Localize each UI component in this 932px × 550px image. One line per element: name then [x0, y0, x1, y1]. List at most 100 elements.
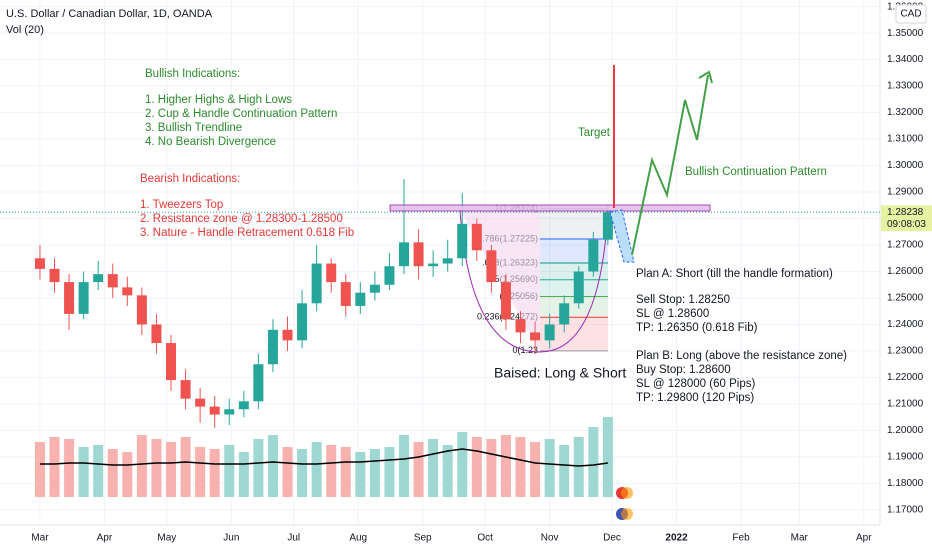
y-tick-label: 1.18000: [887, 478, 924, 489]
volume-bar: [282, 447, 293, 497]
bullish-item: 3. Bullish Trendline: [145, 122, 242, 134]
plan-b-line: Buy Stop: 1.28600: [636, 364, 731, 376]
candle-body: [326, 263, 337, 283]
candle-body: [486, 250, 497, 283]
x-tick-label: Feb: [732, 533, 750, 544]
volume-bar: [544, 439, 555, 497]
volume-bar: [369, 449, 380, 497]
volume-bar: [486, 439, 497, 497]
y-tick-label: 1.24000: [887, 319, 924, 330]
volume-bar: [500, 435, 511, 497]
candle-body: [442, 258, 453, 264]
candle-body: [573, 271, 584, 304]
volume-bar: [602, 417, 613, 497]
y-tick-label: 1.33000: [887, 81, 924, 92]
volume-bar: [326, 445, 337, 497]
volume-bar: [457, 432, 468, 497]
volume-bar: [355, 452, 366, 497]
volume-pane: [34, 417, 613, 497]
candle-body: [267, 329, 278, 365]
volume-bar: [136, 435, 147, 497]
y-tick-label: 1.17000: [887, 505, 924, 516]
cup-curve: [459, 209, 609, 353]
candle-body: [209, 406, 220, 415]
volume-bar: [471, 437, 482, 497]
volume-bar: [224, 445, 235, 497]
x-tick-label: 2022: [665, 533, 688, 544]
bearish-title: Bearish Indications:: [140, 173, 240, 185]
volume-bar: [297, 449, 308, 497]
grid: [0, 0, 880, 525]
candle-body: [428, 263, 439, 267]
plan-a-line: TP: 1.26350 (0.618 Fib): [636, 322, 758, 334]
x-tick-label: Mar: [791, 533, 809, 544]
candle-body: [369, 284, 380, 293]
volume-bar: [530, 442, 541, 497]
volume-bar: [238, 452, 249, 497]
currency-label[interactable]: CAD: [900, 9, 921, 20]
y-tick-label: 1.35000: [887, 28, 924, 39]
x-tick-label: Jun: [223, 533, 239, 544]
volume-bar: [166, 442, 177, 497]
y-tick-label: 1.31000: [887, 134, 924, 145]
fib-band: [540, 296, 608, 318]
continuation-label: Bullish Continuation Pattern: [685, 166, 827, 178]
volume-bar: [267, 435, 278, 497]
candle-body: [166, 343, 177, 381]
candle-body: [238, 401, 249, 410]
plan-a-line: Sell Stop: 1.28250: [636, 294, 730, 306]
x-tick-label: May: [157, 533, 176, 544]
candle-body: [384, 266, 395, 285]
bias-label: Baised: Long & Short: [494, 365, 626, 381]
x-tick-label: Aug: [349, 533, 367, 544]
candle-body: [136, 295, 147, 325]
x-tick-label: Sep: [414, 533, 432, 544]
candle-body: [602, 212, 613, 240]
volume-bar: [515, 437, 526, 497]
candle-body: [530, 332, 541, 341]
candle-body: [457, 223, 468, 259]
candle-body: [297, 303, 308, 341]
candle-body: [471, 223, 482, 251]
currency-box[interactable]: [895, 4, 927, 24]
bullish-title: Bullish Indications:: [145, 68, 240, 80]
candle-body: [515, 319, 526, 333]
volume-bar: [588, 427, 599, 497]
volume-bar: [49, 437, 60, 497]
y-tick-label: 1.19000: [887, 452, 924, 463]
bullish-item: 2. Cup & Handle Continuation Pattern: [145, 108, 337, 120]
candle-body: [107, 274, 118, 288]
y-tick-label: 1.26000: [887, 266, 924, 277]
x-tick-label: Nov: [541, 533, 559, 544]
volume-ma-line: [39, 448, 608, 467]
candle-body: [282, 329, 293, 341]
flag-icon: [621, 508, 633, 520]
volume-bar: [151, 439, 162, 497]
x-tick-label: Apr: [97, 533, 113, 544]
x-tick-label: Mar: [31, 533, 49, 544]
volume-bar: [107, 449, 118, 497]
y-tick-label: 1.22000: [887, 372, 924, 383]
candle-body: [413, 242, 424, 267]
volume-bar: [340, 447, 351, 497]
volume-bar: [442, 445, 453, 497]
x-tick-label: Dec: [603, 533, 621, 544]
y-tick-label: 1.30000: [887, 160, 924, 171]
resistance-zone: [389, 204, 711, 212]
volume-bar: [311, 442, 322, 497]
candle-body: [34, 258, 45, 269]
volume-bar: [384, 447, 395, 497]
candles: [34, 179, 613, 428]
symbol-title: U.S. Dollar / Canadian Dollar, 1D, OANDA: [6, 8, 213, 20]
volume-bar: [93, 445, 104, 497]
handle-channel: [609, 209, 635, 263]
y-tick-label: 1.27000: [887, 240, 924, 251]
last-price-label: 1.28238: [887, 207, 924, 218]
candle-body: [93, 274, 104, 283]
volume-bar: [413, 442, 424, 497]
fib-band: [540, 208, 608, 240]
volume-bar: [428, 439, 439, 497]
candle-body: [399, 242, 410, 267]
candle-body: [49, 268, 60, 283]
